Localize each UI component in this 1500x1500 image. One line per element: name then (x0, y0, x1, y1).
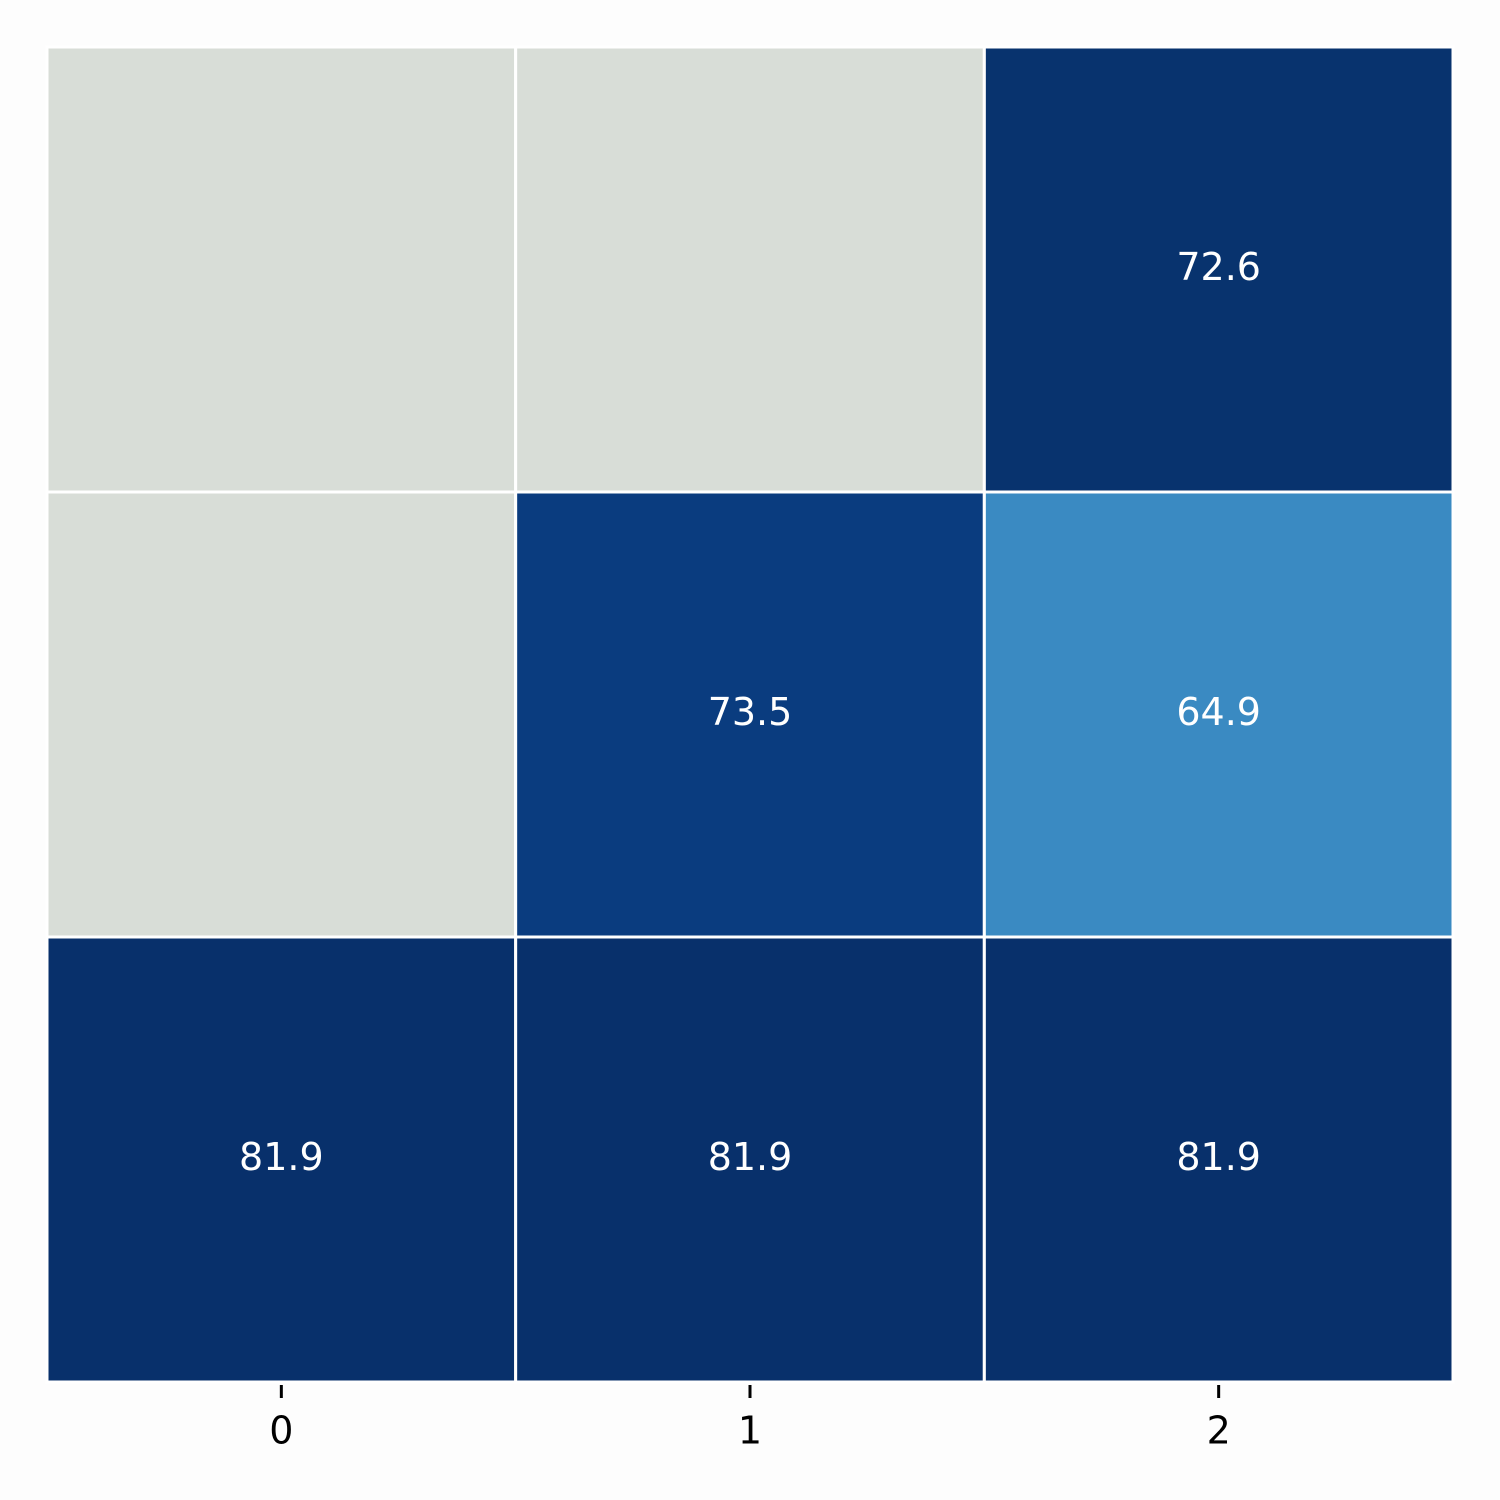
missing-cell (514, 45, 986, 494)
cell (514, 490, 986, 939)
missing-cell (45, 490, 518, 939)
x-tick-label: 1 (738, 1409, 762, 1453)
cell (982, 490, 1455, 939)
cell-label: 81.9 (1176, 1135, 1261, 1179)
x-tick-label: 2 (1207, 1409, 1231, 1453)
cell (514, 935, 986, 1384)
x-tick-label: 0 (269, 1409, 293, 1453)
missing-cell (45, 45, 518, 494)
cell-label: 81.9 (708, 1135, 793, 1179)
cell-label: 81.9 (239, 1135, 324, 1179)
cell (45, 935, 518, 1384)
cell (982, 45, 1455, 494)
cell-label: 72.6 (1176, 245, 1261, 289)
cell-label: 73.5 (708, 690, 793, 734)
cell-label: 64.9 (1176, 690, 1261, 734)
cell (982, 935, 1455, 1384)
